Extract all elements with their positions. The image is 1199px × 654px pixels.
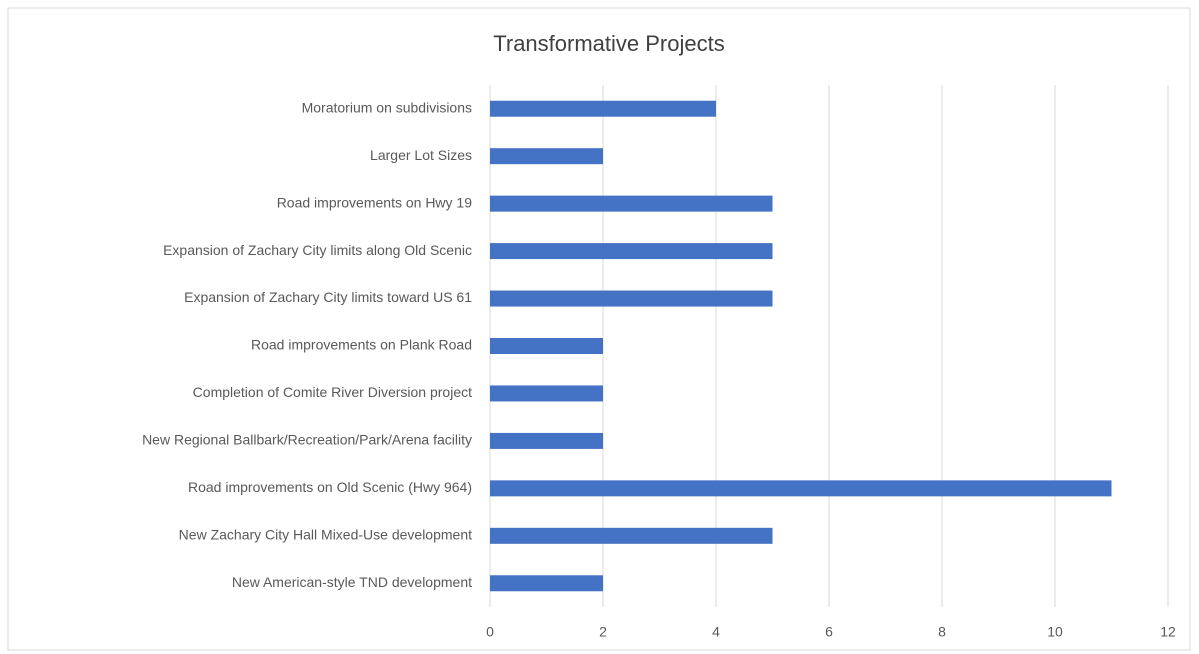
bar — [490, 385, 603, 402]
x-tick-label: 6 — [825, 624, 833, 640]
bar — [490, 195, 773, 212]
x-tick-label: 10 — [1047, 624, 1063, 640]
x-tick-label: 8 — [938, 624, 946, 640]
y-tick-label: Road improvements on Plank Road — [251, 337, 472, 353]
bar — [490, 527, 773, 544]
x-tick-label: 4 — [712, 624, 720, 640]
bar — [490, 432, 603, 449]
bar — [490, 290, 773, 307]
bar — [490, 148, 603, 165]
y-tick-label: Road improvements on Hwy 19 — [277, 194, 473, 210]
y-tick-label: Road improvements on Old Scenic (Hwy 964… — [188, 479, 472, 495]
y-tick-label: Expansion of Zachary City limits along O… — [163, 242, 472, 258]
y-tick-label: New Zachary City Hall Mixed-Use developm… — [179, 527, 472, 543]
bar — [490, 100, 716, 117]
y-tick-label: New Regional Ballbark/Recreation/Park/Ar… — [142, 432, 472, 448]
y-tick-label: Expansion of Zachary City limits toward … — [184, 289, 472, 305]
x-tick-label: 2 — [599, 624, 607, 640]
y-tick-label: Completion of Comite River Diversion pro… — [193, 384, 472, 400]
bar — [490, 575, 603, 592]
y-tick-label: Moratorium on subdivisions — [302, 99, 472, 115]
chart-title: Transformative Projects — [493, 31, 724, 56]
y-tick-label: Larger Lot Sizes — [370, 147, 472, 163]
bar — [490, 480, 1112, 497]
x-tick-label: 0 — [486, 624, 494, 640]
y-tick-label: New American-style TND development — [232, 574, 472, 590]
bar — [490, 243, 773, 260]
bar — [490, 338, 603, 354]
x-tick-label: 12 — [1160, 624, 1176, 640]
